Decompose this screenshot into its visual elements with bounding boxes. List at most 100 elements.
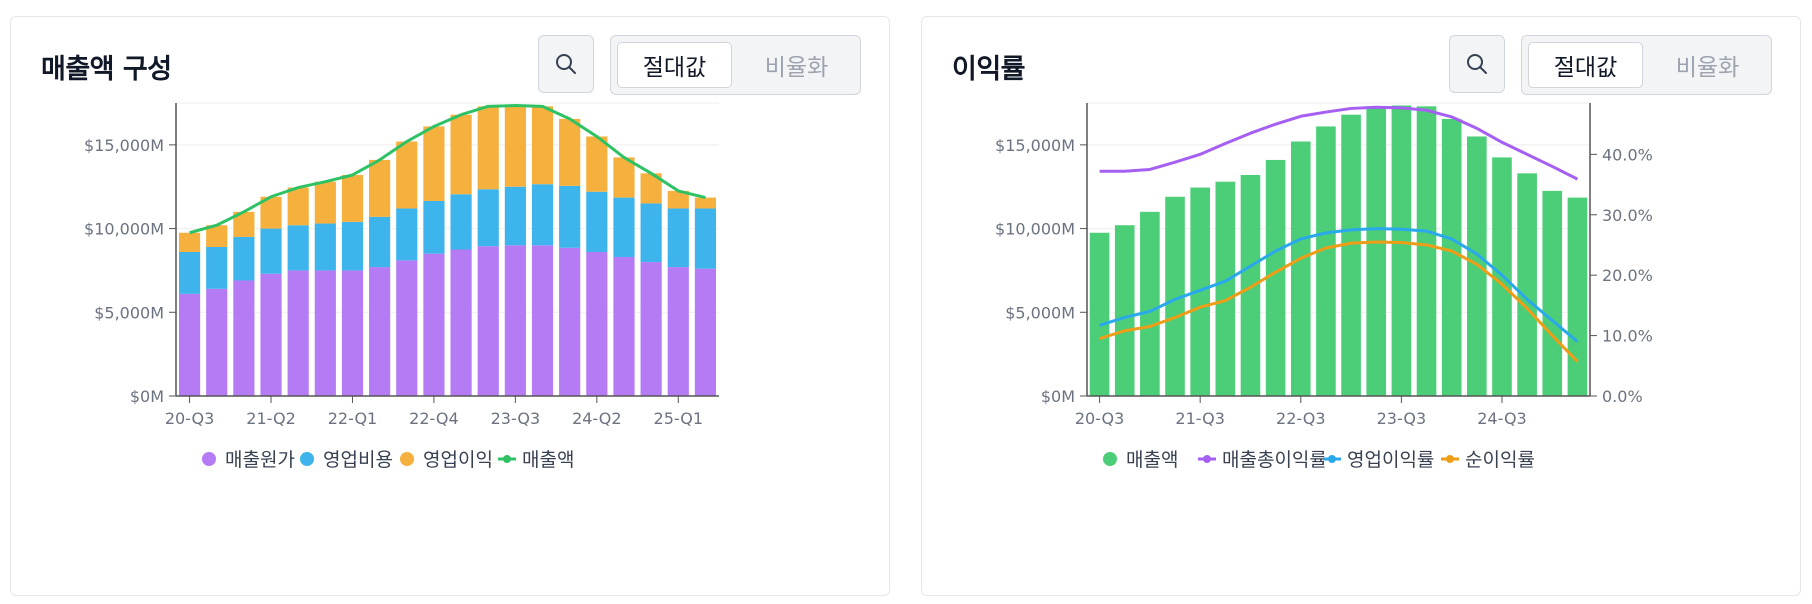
revenue-bar bbox=[1542, 190, 1563, 396]
x-tick-label: 24-Q2 bbox=[572, 409, 622, 428]
y-right-tick-label: 30.0% bbox=[1602, 206, 1653, 225]
x-tick-label: 25-Q1 bbox=[654, 409, 704, 428]
bar-segment bbox=[586, 136, 608, 192]
bar-segment bbox=[559, 185, 581, 248]
value-mode-toggle: 절대값 비율화 bbox=[1521, 35, 1772, 95]
y-tick-label: $10,000M bbox=[995, 220, 1075, 239]
revenue-bar bbox=[1140, 211, 1160, 396]
legend-label: 영업이익 bbox=[423, 449, 493, 471]
revenue-bar bbox=[1240, 174, 1261, 396]
bar-segment bbox=[667, 190, 689, 209]
legend-label: 영업비용 bbox=[323, 449, 393, 471]
bar-segment bbox=[314, 270, 336, 396]
bar-segment bbox=[233, 236, 255, 281]
bar-segment bbox=[260, 273, 282, 396]
x-tick-label: 23-Q3 bbox=[1377, 409, 1427, 428]
toggle-normalized[interactable]: 비율화 bbox=[764, 55, 829, 81]
x-tick-label: 22-Q1 bbox=[328, 409, 378, 428]
bar-segment bbox=[477, 106, 499, 190]
legend-marker bbox=[400, 452, 414, 466]
bar-segment bbox=[586, 191, 608, 253]
bar-segment bbox=[396, 208, 418, 261]
bar-segment bbox=[178, 252, 201, 294]
x-tick-label: 21-Q3 bbox=[1175, 409, 1225, 428]
y-right-tick-label: 20.0% bbox=[1602, 266, 1653, 285]
bar-segment bbox=[423, 253, 445, 396]
y-tick-label: $15,000M bbox=[995, 136, 1075, 155]
revenue-bar bbox=[1316, 126, 1336, 396]
bar-segment bbox=[613, 257, 635, 396]
y-tick-label: $10,000M bbox=[84, 220, 164, 239]
revenue-bar bbox=[1517, 173, 1537, 396]
bar-segment bbox=[287, 187, 309, 226]
revenue-bar bbox=[1114, 225, 1135, 396]
legend-marker bbox=[1328, 455, 1336, 463]
bar-segment bbox=[640, 173, 662, 204]
y-right-tick-label: 40.0% bbox=[1602, 145, 1653, 164]
toggle-absolute[interactable]: 절대값 bbox=[617, 42, 732, 88]
margin-line bbox=[1099, 227, 1579, 343]
revenue-bar bbox=[1215, 181, 1236, 396]
card-title: 이익률 bbox=[952, 54, 1026, 85]
revenue-line bbox=[189, 104, 706, 235]
bar-segment bbox=[341, 221, 364, 271]
bar-segment bbox=[504, 105, 526, 187]
bar-segment bbox=[613, 197, 635, 258]
y-tick-label: $15,000M bbox=[84, 136, 164, 155]
legend-marker bbox=[1203, 455, 1211, 463]
revenue-bar bbox=[1341, 114, 1361, 396]
bar-segment bbox=[667, 208, 689, 268]
y-tick-label: $5,000M bbox=[1005, 303, 1075, 322]
search-icon bbox=[1467, 54, 1487, 74]
bar-segment bbox=[369, 159, 391, 217]
bar-segment bbox=[233, 280, 255, 396]
bar-segment bbox=[477, 246, 499, 396]
bar-segment bbox=[694, 197, 717, 209]
bar-segment bbox=[206, 225, 228, 247]
x-tick-label: 23-Q3 bbox=[491, 409, 541, 428]
search-button[interactable] bbox=[1449, 35, 1505, 93]
margin-line bbox=[1099, 105, 1579, 181]
bar-segment bbox=[287, 225, 309, 271]
legend-label: 순이익률 bbox=[1465, 449, 1535, 471]
bar-segment bbox=[667, 267, 689, 396]
y-tick-label: $5,000M bbox=[94, 303, 164, 322]
x-tick-label: 22-Q4 bbox=[409, 409, 459, 428]
bar-segment bbox=[206, 246, 228, 289]
stacked-bar-chart: $0M $5,000M $10,000M $15,000M 20-Q3 21-Q2 22-Q… bbox=[84, 102, 719, 471]
toggle-normalized[interactable]: 비율화 bbox=[1675, 55, 1740, 81]
revenue-bar bbox=[1290, 141, 1311, 396]
bar-segment bbox=[423, 200, 445, 254]
legend-marker bbox=[1103, 452, 1117, 466]
bar-segment bbox=[341, 174, 364, 222]
bar-segment bbox=[613, 157, 635, 198]
revenue-bar bbox=[1441, 118, 1462, 397]
revenue-bar bbox=[1416, 106, 1437, 396]
x-tick-label: 24-Q3 bbox=[1477, 409, 1527, 428]
y-tick-label: $0M bbox=[1041, 387, 1075, 406]
search-button[interactable] bbox=[538, 35, 594, 93]
bar-segment bbox=[314, 181, 336, 224]
revenue-bar bbox=[1165, 196, 1185, 396]
toggle-absolute[interactable]: 절대값 bbox=[1528, 42, 1643, 88]
margin-combo-chart: $0M $5,000M $10,000M $15,000M 0.0% 10.0% 20.0%… bbox=[995, 102, 1653, 471]
bar-segment bbox=[233, 211, 255, 237]
revenue-bar bbox=[1089, 232, 1110, 396]
bar-segment bbox=[178, 293, 201, 396]
bar-segment bbox=[206, 288, 228, 396]
bar-segment bbox=[559, 247, 581, 396]
revenue-composition-card: 매출액 구성 절대값 비율화 $0M $5,000M $10,000M $15,000… bbox=[10, 16, 890, 596]
bar-segment bbox=[559, 118, 581, 186]
legend-marker bbox=[503, 455, 511, 463]
bar-segment bbox=[504, 245, 526, 396]
card-title: 매출액 구성 bbox=[41, 54, 172, 85]
bar-segment bbox=[260, 196, 282, 229]
bar-segment bbox=[369, 216, 391, 268]
bar-segment bbox=[396, 141, 418, 209]
legend-label: 매출총이익률 bbox=[1222, 449, 1327, 471]
bar-segment bbox=[341, 270, 364, 396]
bar-segment bbox=[450, 194, 472, 250]
y-right-tick-label: 10.0% bbox=[1602, 327, 1653, 346]
bar-segment bbox=[314, 223, 336, 271]
revenue-bar bbox=[1265, 159, 1286, 396]
